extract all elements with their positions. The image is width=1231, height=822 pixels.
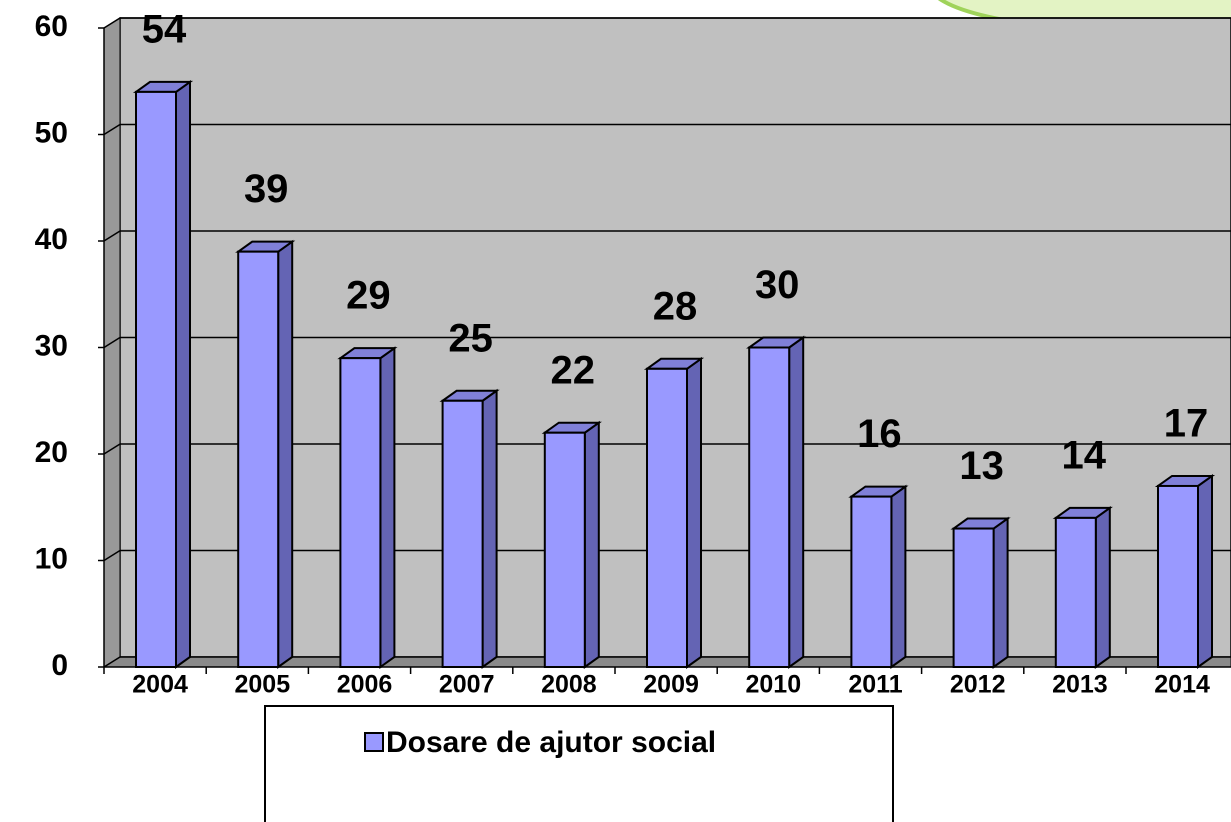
x-tick-label: 2014 — [1154, 671, 1210, 699]
legend-box — [264, 705, 894, 822]
data-label: 28 — [653, 284, 698, 328]
bar — [646, 367, 688, 668]
x-tick-label: 2009 — [643, 671, 699, 699]
x-tick-label: 2005 — [234, 671, 290, 699]
bar — [1054, 516, 1097, 669]
data-label: 13 — [959, 444, 1004, 488]
bar-side — [583, 420, 600, 669]
bar-side — [277, 239, 294, 669]
data-label: 17 — [1164, 402, 1209, 446]
data-label: 22 — [551, 348, 596, 392]
bar-side — [686, 356, 702, 669]
bar — [850, 495, 893, 668]
x-tick-label: 2012 — [950, 671, 1006, 699]
data-label: 16 — [857, 412, 902, 456]
x-tick-label: 2008 — [541, 671, 597, 699]
x-tick-label: 2011 — [848, 671, 902, 699]
data-label: 25 — [448, 316, 493, 360]
y-tick-label: 60 — [35, 10, 68, 43]
grid-line — [103, 443, 121, 455]
bar-side — [1094, 505, 1111, 669]
grid-line — [103, 656, 121, 668]
bar-side — [175, 79, 191, 669]
data-label: 29 — [346, 274, 391, 318]
bar-side — [379, 346, 396, 669]
y-tick-label: 50 — [35, 116, 68, 149]
bar-side — [481, 388, 498, 669]
bar-side — [1197, 474, 1213, 669]
legend-label: Dosare de ajutor social — [386, 726, 716, 759]
grid-line — [103, 549, 121, 562]
bar-side — [788, 335, 805, 669]
bar — [952, 527, 995, 668]
data-label: 14 — [1062, 433, 1107, 477]
bar — [237, 250, 280, 668]
bar — [1157, 484, 1199, 669]
grid-line — [103, 336, 121, 349]
bar-side — [992, 516, 1009, 669]
x-tick-label: 2013 — [1052, 671, 1108, 699]
data-label: 30 — [755, 263, 800, 307]
y-tick-label: 30 — [35, 329, 68, 362]
data-label: 39 — [244, 167, 289, 211]
y-tick-label: 10 — [35, 542, 68, 575]
legend-swatch — [364, 732, 384, 752]
bar — [339, 357, 382, 668]
x-tick-label: 2010 — [745, 671, 801, 699]
y-tick-label: 0 — [51, 649, 68, 682]
x-tick-label: 2004 — [132, 671, 188, 699]
bar — [135, 90, 177, 668]
bar — [748, 346, 791, 668]
data-label: 54 — [142, 7, 187, 51]
y-tick-label: 20 — [35, 436, 68, 469]
grid-line — [103, 17, 121, 29]
x-tick-label: 2006 — [337, 671, 393, 699]
bar — [543, 431, 586, 669]
bar-side — [890, 484, 907, 669]
bar — [441, 399, 484, 668]
grid-line — [103, 230, 121, 242]
x-tick-label: 2007 — [439, 671, 495, 699]
grid-line — [103, 123, 121, 136]
y-tick-label: 40 — [35, 223, 68, 256]
